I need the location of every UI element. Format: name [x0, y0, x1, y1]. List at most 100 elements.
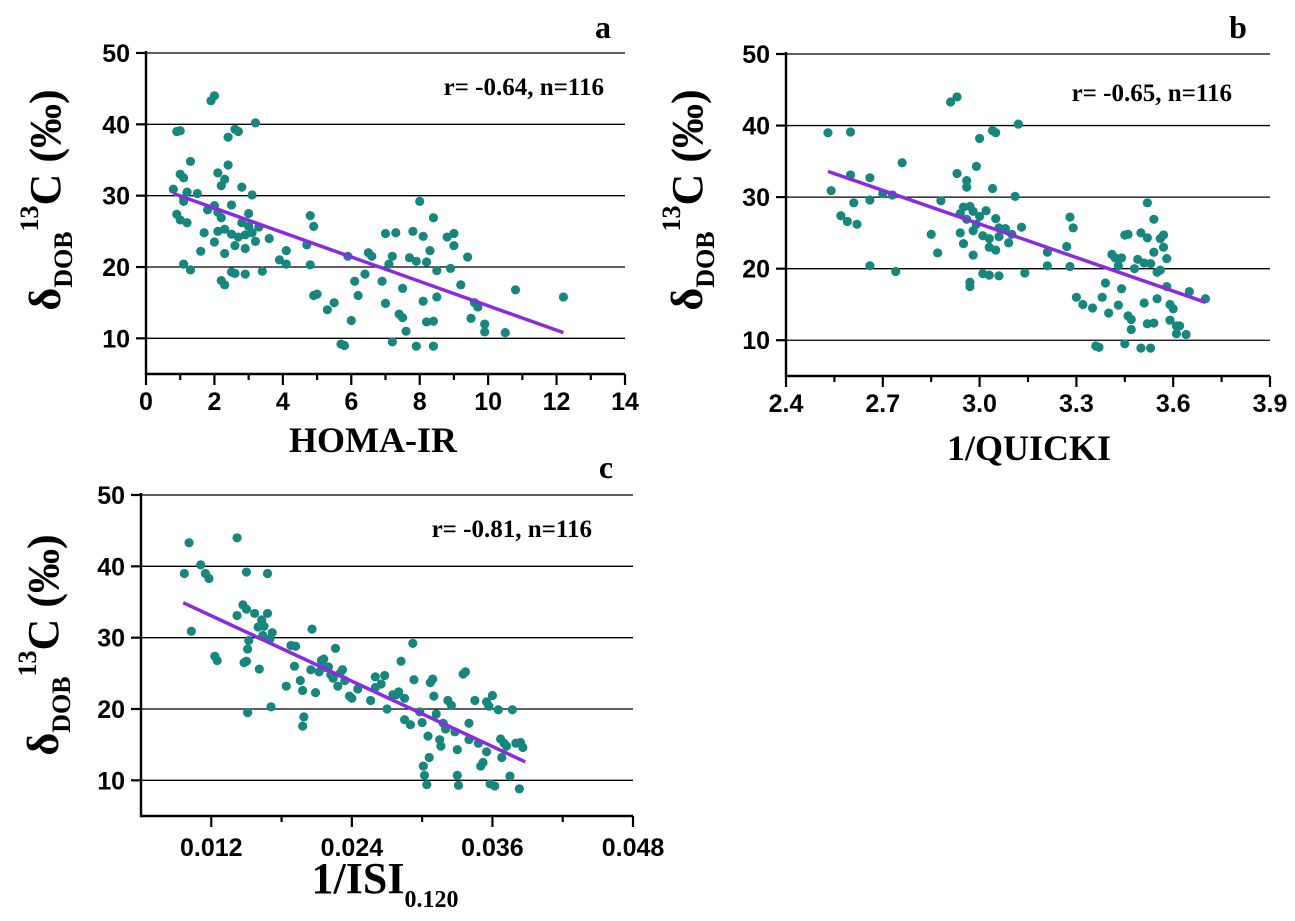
x-tick-label: 3.9: [1253, 390, 1288, 418]
data-point: [1065, 261, 1075, 272]
data-point: [490, 781, 500, 791]
x-tick-label: 4: [276, 388, 290, 416]
data-point: [1104, 308, 1114, 318]
data-point: [322, 305, 332, 315]
data-point: [204, 573, 214, 584]
data-point: [1100, 278, 1111, 288]
data-point: [298, 721, 308, 731]
data-point: [281, 259, 291, 269]
data-point: [312, 289, 322, 299]
data-point: [305, 260, 315, 270]
data-point: [1042, 261, 1052, 271]
y-axis-title-sub: DOB: [49, 231, 78, 287]
data-point: [558, 292, 569, 302]
data-point: [965, 281, 975, 292]
x-tick-label: 12: [543, 388, 571, 416]
x-tick-label: 3.6: [1156, 390, 1191, 418]
data-point: [1065, 212, 1075, 222]
data-point: [398, 313, 408, 323]
data-point: [353, 290, 363, 301]
data-point: [987, 125, 998, 136]
data-point: [852, 219, 862, 229]
data-point: [411, 256, 421, 266]
data-point: [1181, 329, 1191, 340]
y-axis-title-main: C (‰): [21, 89, 70, 205]
data-point: [186, 626, 196, 636]
data-point: [1146, 259, 1156, 269]
x-axis-title-main: 1/ISI: [312, 854, 405, 903]
data-point: [446, 700, 457, 711]
x-tick-label: 0.024: [321, 834, 384, 862]
data-point: [1013, 119, 1023, 129]
data-point: [347, 693, 357, 703]
data-point: [241, 567, 252, 577]
data-point: [199, 228, 209, 238]
data-point: [463, 252, 473, 262]
data-point: [1171, 329, 1182, 339]
data-point: [460, 667, 471, 677]
data-point: [432, 292, 442, 302]
data-point: [445, 263, 456, 274]
chart-panel-a: 10 20 30 40 50 0 2 4 6 8 10 12 14 a r= -0.64, n=116 HOM…: [15, 9, 639, 460]
data-point: [1149, 247, 1159, 257]
data-point: [254, 664, 264, 674]
y-axis-title: δDOB13C (‰): [13, 534, 76, 755]
data-point: [1020, 268, 1030, 278]
data-point: [230, 241, 240, 251]
x-tick-label: 10: [474, 388, 502, 416]
data-point: [968, 250, 978, 260]
data-point: [380, 298, 391, 308]
data-point: [1149, 318, 1159, 328]
data-point: [1162, 254, 1172, 264]
data-point: [456, 280, 466, 290]
data-point: [994, 271, 1004, 281]
data-point: [428, 674, 438, 684]
x-tick-label: 3.3: [1059, 390, 1094, 418]
data-point: [367, 251, 377, 261]
data-point: [220, 174, 230, 184]
data-point: [865, 173, 875, 183]
data-point: [1146, 343, 1156, 353]
y-tick-label: 30: [742, 184, 770, 212]
data-point: [1139, 298, 1149, 308]
data-point: [259, 621, 269, 631]
data-point: [480, 319, 490, 329]
data-point: [299, 712, 309, 722]
data-point: [1010, 191, 1020, 201]
data-point: [987, 183, 998, 194]
chart-panel-b: 10 20 30 40 50 2.4 2.7 3.0 3.3 3.6 3.9 b r= -0.65, n…: [657, 9, 1287, 468]
data-point: [497, 752, 507, 763]
y-axis-title-sup: 13: [13, 650, 42, 676]
y-axis-title: δDOB13C (‰): [15, 89, 78, 310]
data-point: [295, 675, 305, 686]
data-point: [487, 690, 498, 701]
x-tick-label: 14: [611, 388, 639, 416]
data-point: [241, 656, 252, 666]
data-point: [415, 196, 425, 206]
data-point: [1062, 241, 1072, 252]
x-axis-title: 1/ISI0.120: [312, 854, 459, 913]
x-tick-label: 6: [344, 388, 358, 416]
y-axis-title-delta: δ: [663, 288, 712, 311]
data-point: [1120, 339, 1130, 349]
x-tick-label: 2.7: [865, 390, 900, 418]
y-tick-label: 40: [742, 113, 770, 141]
y-axis-title: δDOB13C (‰): [657, 89, 720, 310]
x-tick-label: 0.036: [461, 834, 524, 862]
data-point: [1016, 222, 1027, 232]
data-point: [267, 628, 277, 638]
data-point: [1097, 292, 1107, 302]
data-point: [360, 269, 370, 279]
data-point: [240, 243, 250, 254]
data-point: [981, 206, 991, 216]
data-point: [329, 298, 339, 308]
data-point: [247, 228, 257, 238]
data-point: [380, 670, 390, 681]
data-point: [991, 213, 1001, 224]
y-tick-label: 40: [97, 553, 125, 581]
data-point: [962, 176, 972, 186]
data-point: [1113, 261, 1123, 271]
data-point: [836, 211, 846, 221]
data-point: [223, 160, 233, 170]
data-point: [452, 770, 462, 780]
